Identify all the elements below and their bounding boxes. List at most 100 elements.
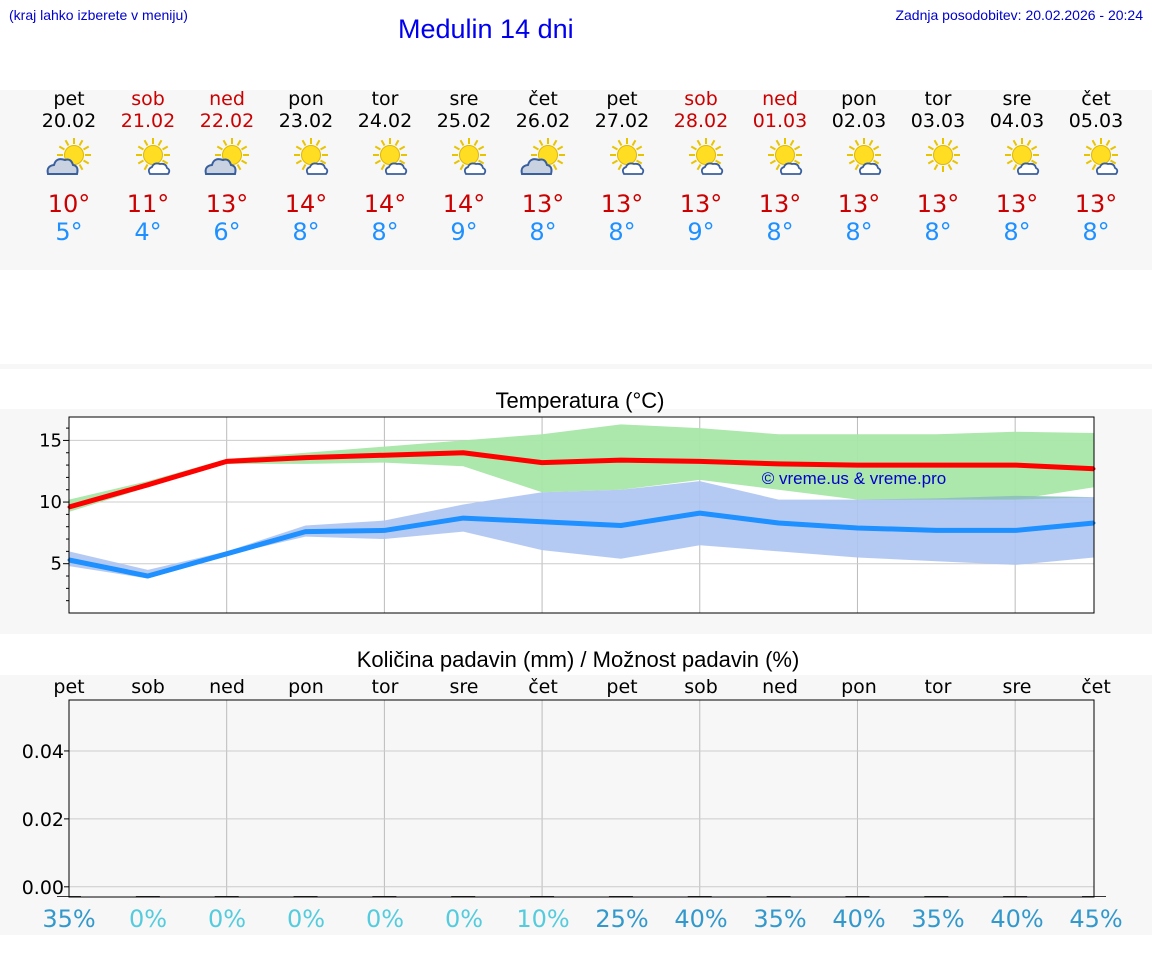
sun-cloud-icon — [1056, 138, 1136, 180]
location-hint: (kraj lahko izberete v meniju) — [9, 7, 188, 23]
min-temp-point — [146, 574, 150, 578]
precip-day-label: sre — [1003, 676, 1032, 698]
min-temp: 8° — [292, 218, 320, 246]
forecast-day: pon 02.03 13° 8° — [819, 88, 899, 246]
min-temp-line — [68, 510, 1095, 579]
min-temp: 4° — [134, 218, 162, 246]
min-temp: 8° — [766, 218, 794, 246]
precip-day-label: pon — [288, 676, 324, 698]
forecast-day: ned 01.03 13° 8° — [740, 88, 820, 246]
forecast-day: pon 23.02 14° 8° — [266, 88, 346, 246]
day-date: 02.03 — [831, 110, 887, 132]
day-name: sre — [1002, 88, 1032, 110]
day-name: tor — [371, 88, 399, 110]
min-temp: 8° — [845, 218, 873, 246]
precip-probability: 40% — [990, 905, 1043, 933]
day-date: 22.02 — [199, 110, 255, 132]
precip-day-label: ned — [209, 676, 245, 698]
precipitation-chart-band — [0, 675, 1152, 935]
daily-forecast: pet 20.02 10° 5° sob 21.02 11° 4° ned 22.02 13° 6° p… — [29, 88, 1135, 268]
day-date: 20.02 — [41, 110, 97, 132]
precip-probability: 45% — [1069, 905, 1122, 933]
sun-cloud-icon — [345, 138, 425, 180]
day-date: 01.03 — [752, 110, 808, 132]
forecast-band — [0, 90, 1152, 270]
max-temp-point — [540, 461, 544, 465]
min-temp-point — [540, 520, 544, 524]
max-temp-point — [225, 459, 229, 463]
day-date: 21.02 — [120, 110, 176, 132]
forecast-day: sob 28.02 13° 9° — [661, 88, 741, 246]
day-name: pet — [606, 88, 638, 110]
sun-icon — [898, 138, 978, 180]
max-temp: 14° — [442, 190, 486, 218]
day-name: tor — [924, 88, 952, 110]
temp-plot-frame — [68, 416, 1095, 614]
max-temp: 14° — [363, 190, 407, 218]
max-temp: 13° — [600, 190, 644, 218]
max-temp: 13° — [837, 190, 881, 218]
max-temp: 13° — [995, 190, 1039, 218]
divider-band — [0, 364, 1152, 369]
page-title: Medulin 14 dni — [398, 14, 574, 44]
forecast-day: sob 21.02 11° 4° — [108, 88, 188, 246]
max-temp: 13° — [916, 190, 960, 218]
day-date: 04.03 — [989, 110, 1045, 132]
precip-day-label: sob — [131, 676, 165, 698]
min-temp-point — [698, 511, 702, 515]
precip-probability: 0% — [366, 905, 404, 933]
precip-y-tick-label: 0.04 — [22, 741, 64, 763]
day-name: pet — [53, 88, 85, 110]
watermark: © vreme.us & vreme.pro — [762, 469, 946, 488]
min-temp: 8° — [1082, 218, 1110, 246]
temp-y-tick-label: 10 — [39, 492, 62, 513]
precip-day-label: pet — [606, 676, 637, 698]
day-date: 24.02 — [357, 110, 413, 132]
temp-y-tick-label: 5 — [51, 554, 62, 575]
cloudy-sun-icon — [187, 138, 267, 180]
precip-probability: 0% — [287, 905, 325, 933]
max-temp-point — [934, 463, 938, 467]
day-name: ned — [762, 88, 798, 110]
day-name: sre — [449, 88, 479, 110]
sun-cloud-icon — [819, 138, 899, 180]
min-temp: 8° — [371, 218, 399, 246]
max-temp-point — [777, 462, 781, 466]
precip-probability: 0% — [129, 905, 167, 933]
forecast-day: pet 20.02 10° 5° — [29, 88, 109, 246]
precip-probability: 25% — [595, 905, 648, 933]
precip-day-label: ned — [762, 676, 798, 698]
precip-y-tick-label: 0.02 — [22, 809, 64, 831]
temp-chart-title: Temperatura (°C) — [496, 388, 665, 413]
day-name: pon — [841, 88, 877, 110]
day-date: 28.02 — [673, 110, 729, 132]
day-date: 23.02 — [278, 110, 334, 132]
precip-day-label: pet — [53, 676, 84, 698]
max-temp: 10° — [47, 190, 91, 218]
precip-day-label: čet — [528, 676, 558, 698]
max-temp: 13° — [1074, 190, 1118, 218]
last-updated: Zadnja posodobitev: 20.02.2026 - 20:24 — [895, 7, 1143, 23]
min-temp: 8° — [1003, 218, 1031, 246]
min-temp-point — [1013, 528, 1017, 532]
sun-cloud-icon — [977, 138, 1057, 180]
precip-chart-title: Količina padavin (mm) / Možnost padavin … — [357, 647, 800, 672]
precip-day-label: tor — [372, 676, 399, 698]
min-temp: 9° — [687, 218, 715, 246]
day-name: pon — [288, 88, 324, 110]
precip-probability: 40% — [674, 905, 727, 933]
min-temp-point — [382, 528, 386, 532]
day-name: ned — [209, 88, 245, 110]
min-temp: 8° — [924, 218, 952, 246]
max-temp: 11° — [126, 190, 170, 218]
max-temp: 13° — [521, 190, 565, 218]
sun-cloud-icon — [424, 138, 504, 180]
max-temp: 13° — [758, 190, 802, 218]
temp-y-tick-label: 15 — [39, 430, 62, 451]
day-date: 26.02 — [515, 110, 571, 132]
precip-day-label: sre — [450, 676, 479, 698]
precip-probability: 10% — [516, 905, 569, 933]
min-temp-range-band — [69, 481, 1094, 579]
precip-probability: 35% — [911, 905, 964, 933]
